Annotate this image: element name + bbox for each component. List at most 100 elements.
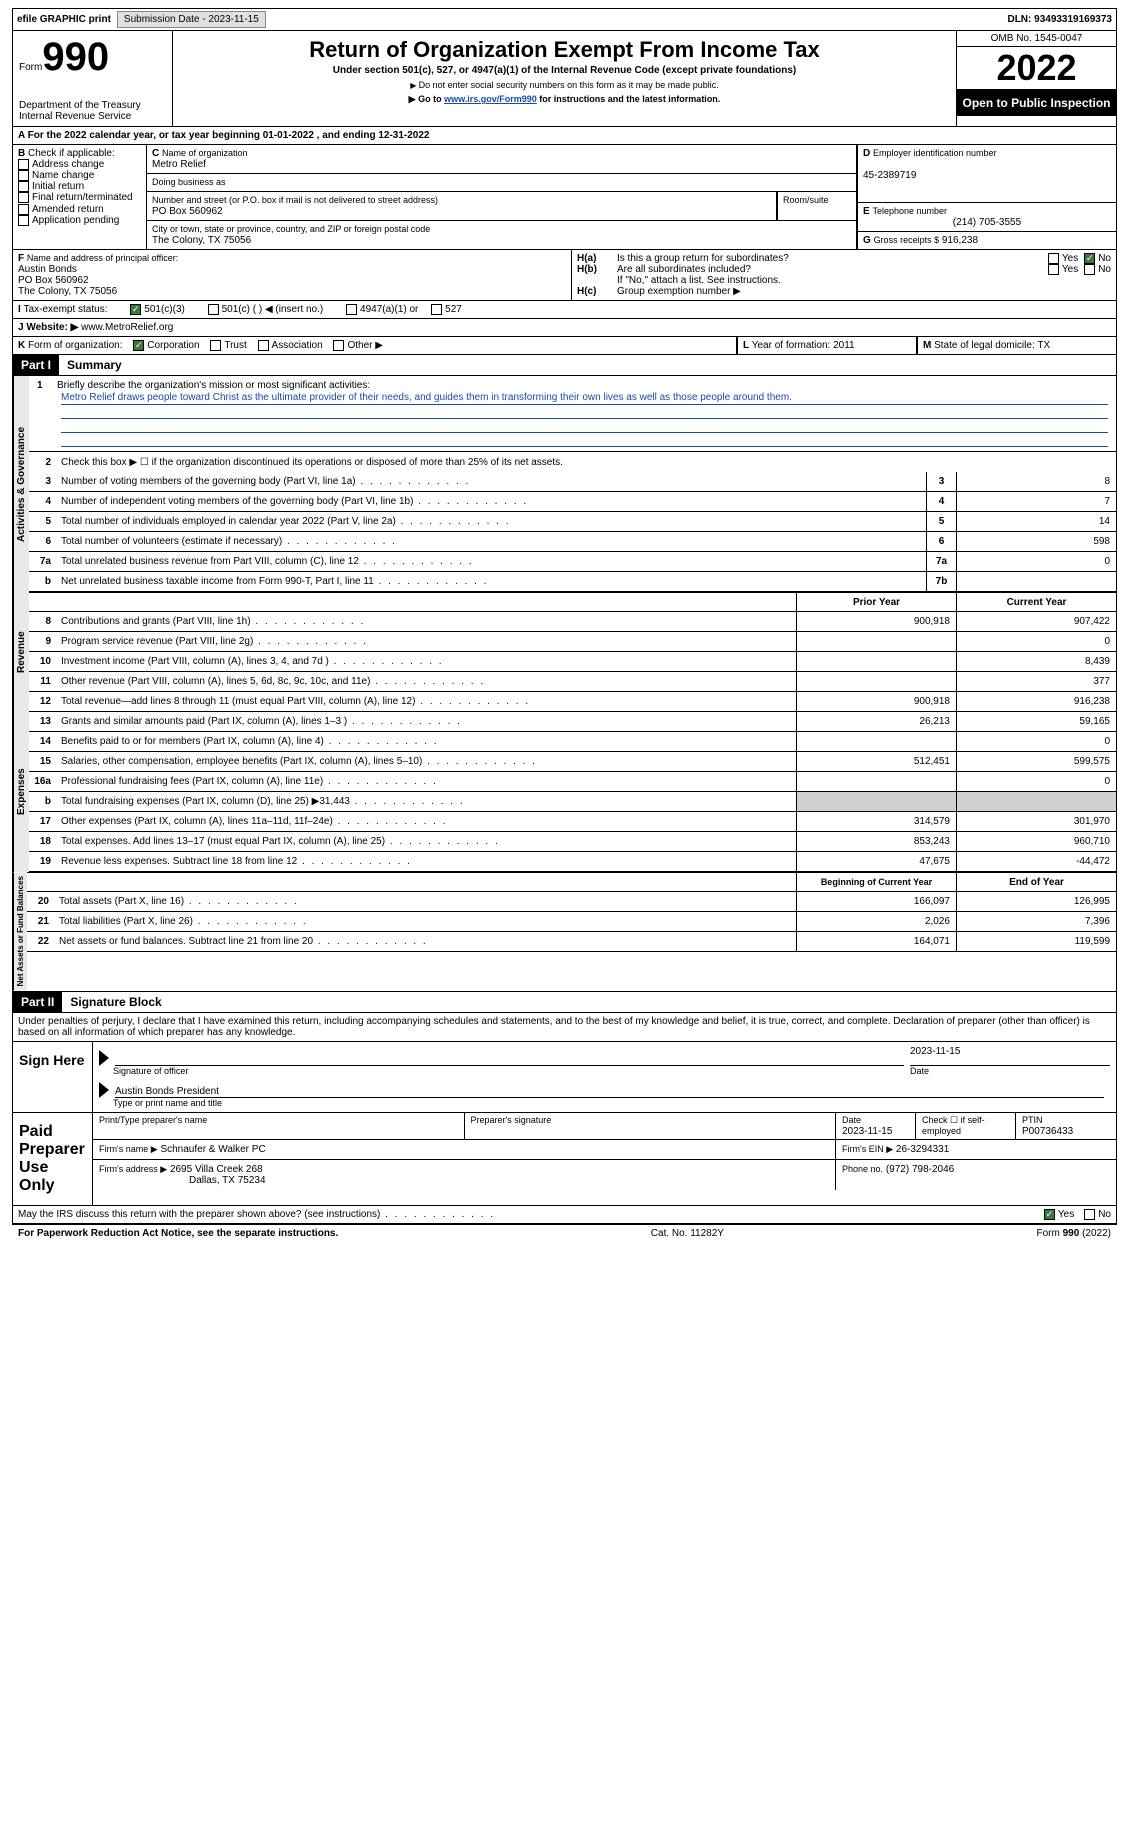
rev-line-11: 11Other revenue (Part VIII, column (A), … (29, 672, 1116, 692)
ptin: P00736433 (1022, 1126, 1073, 1137)
hb-no[interactable] (1084, 264, 1095, 275)
note-goto: ▶ Go to www.irs.gov/Form990 for instruct… (179, 94, 950, 105)
check-501c[interactable] (208, 304, 219, 315)
ha-no[interactable] (1084, 253, 1095, 264)
org-city: The Colony, TX 75056 (152, 235, 251, 246)
form-header: Form990 Department of the Treasury Inter… (12, 31, 1117, 127)
section-bcd: B Check if applicable: Address change Na… (12, 145, 1117, 250)
org-street: PO Box 560962 (152, 206, 223, 217)
gov-line-7a: 7aTotal unrelated business revenue from … (29, 552, 1116, 572)
exp-line-19: 19Revenue less expenses. Subtract line 1… (29, 852, 1116, 872)
website: www.MetroRelief.org (81, 322, 173, 333)
line-2: Check this box ▶ ☐ if the organization d… (57, 455, 1116, 470)
form-word: Form (19, 62, 42, 73)
irs-link[interactable]: www.irs.gov/Form990 (444, 94, 537, 104)
check-527[interactable] (431, 304, 442, 315)
submission-date: Submission Date - 2023-11-15 (117, 11, 266, 28)
exp-line-b: bTotal fundraising expenses (Part IX, co… (29, 792, 1116, 812)
form-title: Return of Organization Exempt From Incom… (179, 37, 950, 63)
ha-yes[interactable] (1048, 253, 1059, 264)
part1-header: Part I Summary (12, 355, 1117, 376)
check-pending[interactable] (18, 215, 29, 226)
topbar: efile GRAPHIC print Submission Date - 20… (12, 8, 1117, 31)
gov-line-3: 3Number of voting members of the governi… (29, 472, 1116, 492)
triangle-icon (99, 1082, 109, 1098)
firm-ein: 26-3294331 (896, 1144, 949, 1155)
check-other[interactable] (333, 340, 344, 351)
line-i: I Tax-exempt status: 501(c)(3) 501(c) ( … (12, 301, 1117, 319)
check-trust[interactable] (210, 340, 221, 351)
footer-right: Form 990 (2022) (1037, 1228, 1111, 1239)
exp-line-18: 18Total expenses. Add lines 13–17 (must … (29, 832, 1116, 852)
check-name-change[interactable] (18, 170, 29, 181)
state-domicile: TX (1037, 340, 1050, 351)
line-j: J Website: ▶ www.MetroRelief.org (12, 319, 1117, 337)
officer-name: Austin Bonds (18, 264, 77, 275)
check-amended[interactable] (18, 204, 29, 215)
discuss-line: May the IRS discuss this return with the… (12, 1206, 1117, 1224)
page-footer: For Paperwork Reduction Act Notice, see … (12, 1224, 1117, 1242)
rev-line-8: 8Contributions and grants (Part VIII, li… (29, 612, 1116, 632)
check-4947[interactable] (346, 304, 357, 315)
col-end: End of Year (956, 873, 1116, 891)
check-501c3[interactable] (130, 304, 141, 315)
section-revenue: Revenue Prior Year Current Year 8Contrib… (12, 592, 1117, 712)
room-label: Room/suite (783, 195, 829, 205)
discuss-yes[interactable] (1044, 1209, 1055, 1220)
section-netassets: Net Assets or Fund Balances Beginning of… (12, 872, 1117, 991)
rev-line-12: 12Total revenue—add lines 8 through 11 (… (29, 692, 1116, 712)
vtab-netassets: Net Assets or Fund Balances (13, 872, 27, 990)
hc-label: Group exemption number ▶ (617, 286, 741, 297)
exp-line-17: 17Other expenses (Part IX, column (A), l… (29, 812, 1116, 832)
section-expenses: Expenses 13Grants and similar amounts pa… (12, 712, 1117, 872)
exp-line-15: 15Salaries, other compensation, employee… (29, 752, 1116, 772)
firm-phone: (972) 798-2046 (886, 1164, 954, 1175)
part2-header: Part II Signature Block (12, 992, 1117, 1013)
check-self-employed: Check ☐ if self-employed (916, 1113, 1016, 1139)
paid-preparer: Paid Preparer Use Only Print/Type prepar… (12, 1113, 1117, 1206)
gov-line-6: 6Total number of volunteers (estimate if… (29, 532, 1116, 552)
discuss-no[interactable] (1084, 1209, 1095, 1220)
form-subtitle: Under section 501(c), 527, or 4947(a)(1)… (179, 65, 950, 76)
block-b: B Check if applicable: Address change Na… (12, 145, 147, 250)
check-address-change[interactable] (18, 159, 29, 170)
officer-addr2: The Colony, TX 75056 (18, 286, 117, 297)
gov-line-5: 5Total number of individuals employed in… (29, 512, 1116, 532)
check-initial-return[interactable] (18, 181, 29, 192)
line-klm: K Form of organization: Corporation Trus… (12, 337, 1117, 355)
col-begin: Beginning of Current Year (796, 873, 956, 891)
net-line-20: 20Total assets (Part X, line 16)166,0971… (27, 892, 1116, 912)
irs-label: Internal Revenue Service (19, 111, 166, 122)
open-public: Open to Public Inspection (957, 90, 1116, 116)
vtab-expenses: Expenses (13, 712, 29, 872)
dept-treasury: Department of the Treasury (19, 100, 166, 111)
gross-receipts: 916,238 (942, 235, 978, 246)
check-assoc[interactable] (258, 340, 269, 351)
rev-line-10: 10Investment income (Part VIII, column (… (29, 652, 1116, 672)
footer-left: For Paperwork Reduction Act Notice, see … (18, 1228, 338, 1239)
form-number: 990 (42, 35, 109, 79)
check-final-return[interactable] (18, 192, 29, 203)
declaration: Under penalties of perjury, I declare th… (12, 1013, 1117, 1042)
ein: 45-2389719 (863, 170, 916, 181)
net-line-21: 21Total liabilities (Part X, line 26)2,0… (27, 912, 1116, 932)
gov-line-b: bNet unrelated business taxable income f… (29, 572, 1116, 592)
section-fh: F Name and address of principal officer:… (12, 250, 1117, 301)
efile-label: efile GRAPHIC print (17, 14, 111, 25)
phone: (214) 705-3555 (863, 217, 1111, 228)
firm-addr2: Dallas, TX 75234 (189, 1175, 266, 1186)
footer-center: Cat. No. 11282Y (651, 1228, 724, 1239)
sign-here: Sign Here 2023-11-15 Signature of office… (12, 1042, 1117, 1113)
triangle-icon (99, 1050, 109, 1066)
omb-number: OMB No. 1545-0047 (957, 31, 1116, 47)
officer-addr1: PO Box 560962 (18, 275, 89, 286)
mission-text: Metro Relief draws people toward Christ … (61, 391, 1108, 405)
dln: DLN: 93493319169373 (1007, 14, 1112, 25)
hb-yes[interactable] (1048, 264, 1059, 275)
check-corp[interactable] (133, 340, 144, 351)
org-name: Metro Relief (152, 159, 206, 170)
col-prior: Prior Year (796, 593, 956, 611)
firm-name: Schnaufer & Walker PC (160, 1144, 265, 1155)
dba-label: Doing business as (152, 177, 226, 187)
col-current: Current Year (956, 593, 1116, 611)
